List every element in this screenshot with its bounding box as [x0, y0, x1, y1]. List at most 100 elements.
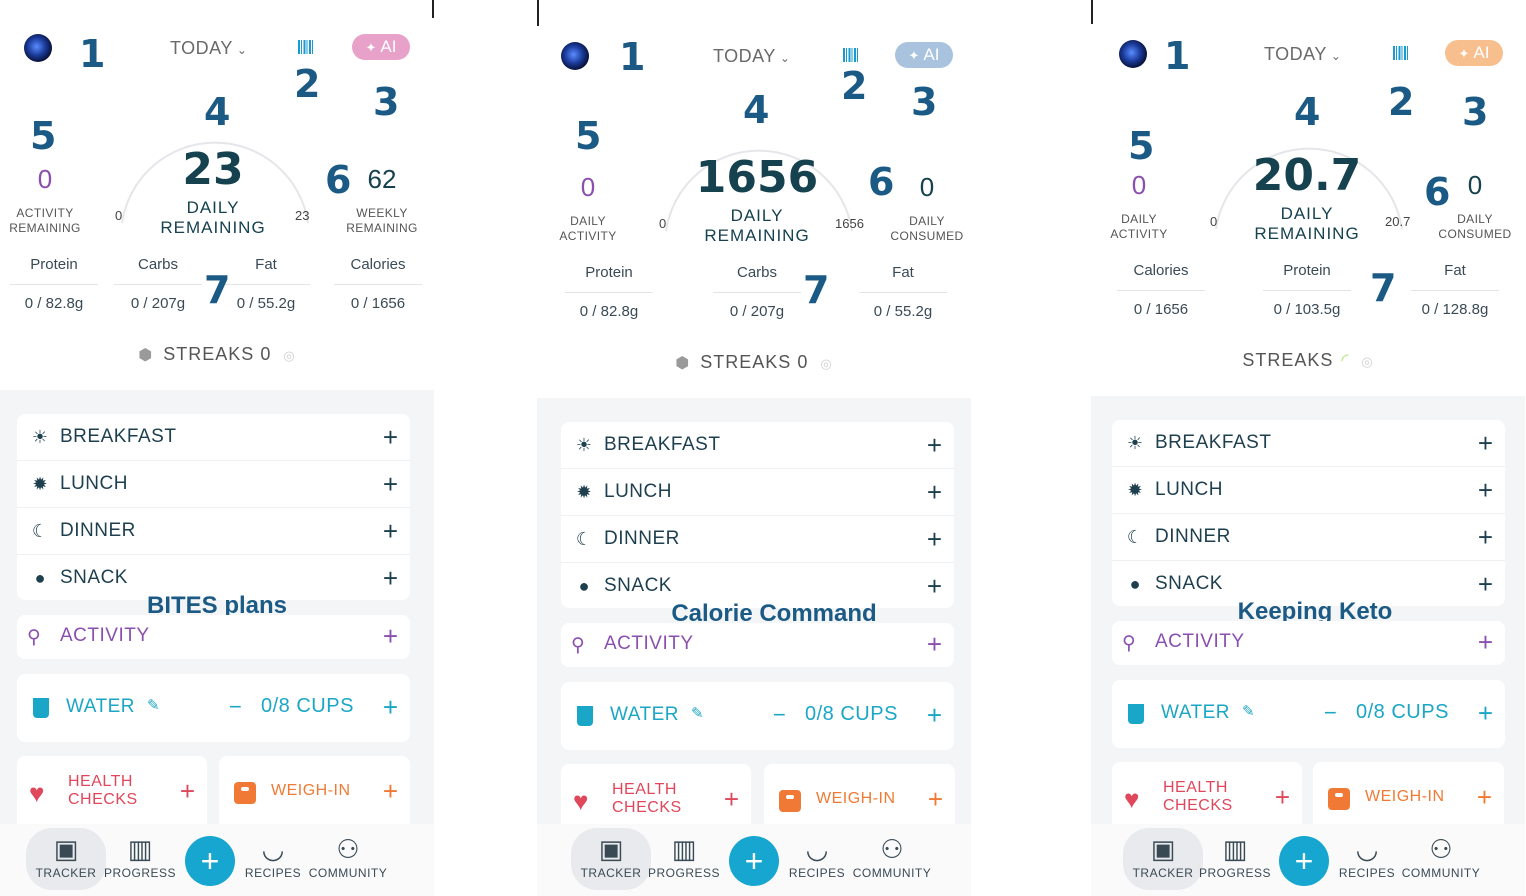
streaks-row[interactable]: STREAKS ◜ ◎	[1091, 350, 1525, 371]
nav-tracker[interactable]: ▣ TRACKER	[26, 828, 106, 890]
add-lunch-button[interactable]: +	[382, 469, 398, 499]
nav-community[interactable]: ⚇ COMMUNITY	[1401, 832, 1481, 880]
water-decrement-button[interactable]: −	[229, 694, 242, 719]
nav-tracker[interactable]: ▣ TRACKER	[571, 828, 651, 890]
date-selector[interactable]: TODAY ⌄	[1264, 44, 1341, 65]
bottom-nav: ▣ TRACKER ▥ PROGRESS + ◡ RECIPES ⚇ COMMUNITY	[1091, 824, 1525, 896]
add-breakfast-button[interactable]: +	[1477, 428, 1493, 458]
nav-recipes[interactable]: ◡ RECIPES	[1327, 832, 1407, 880]
add-health-check-button[interactable]: +	[723, 784, 739, 814]
barcode-scan-icon[interactable]	[843, 48, 859, 62]
nav-community[interactable]: ⚇ COMMUNITY	[308, 832, 388, 880]
eye-off-icon[interactable]: ◎	[820, 356, 833, 371]
ai-button[interactable]: ✦ AI	[352, 34, 410, 60]
add-dinner-button[interactable]: +	[382, 516, 398, 546]
macro-protein[interactable]: Protein 0 / 82.8g	[561, 264, 657, 320]
meal-lunch[interactable]: ✹ LUNCH +	[561, 469, 954, 516]
activity-row[interactable]: ⚲ ACTIVITY +	[561, 623, 954, 667]
apple-icon: ●	[578, 576, 590, 596]
nav-recipes[interactable]: ◡ RECIPES	[233, 832, 313, 880]
water-decrement-button[interactable]: −	[1324, 700, 1337, 725]
pencil-icon[interactable]: ✎	[691, 705, 704, 722]
nav-tracker[interactable]: ▣ TRACKER	[1123, 828, 1203, 890]
meal-lunch[interactable]: ✹ LUNCH +	[17, 461, 410, 508]
add-snack-button[interactable]: +	[382, 563, 398, 593]
meal-snack[interactable]: ● SNACK +	[17, 555, 410, 601]
barcode-scan-icon[interactable]	[1393, 46, 1409, 60]
add-activity-button[interactable]: +	[382, 621, 398, 651]
meal-label: BREAKFAST	[1155, 432, 1272, 453]
activity-row[interactable]: ⚲ ACTIVITY +	[17, 615, 410, 659]
water-increment-button[interactable]: +	[382, 692, 398, 722]
meal-dinner[interactable]: ☾ DINNER +	[1112, 514, 1505, 561]
add-lunch-button[interactable]: +	[1477, 475, 1493, 505]
meal-dinner[interactable]: ☾ DINNER +	[561, 516, 954, 563]
water-increment-button[interactable]: +	[926, 700, 942, 730]
meal-dinner[interactable]: ☾ DINNER +	[17, 508, 410, 555]
meal-snack[interactable]: ● SNACK +	[1112, 561, 1505, 607]
add-lunch-button[interactable]: +	[926, 477, 942, 507]
macro-fat[interactable]: Fat 0 / 55.2g	[855, 264, 951, 320]
health-checks-card[interactable]: ♥ HEALTH CHECKS +	[17, 756, 207, 836]
meal-breakfast[interactable]: ☀ BREAKFAST +	[17, 414, 410, 461]
nav-community[interactable]: ⚇ COMMUNITY	[852, 832, 932, 880]
eye-off-icon[interactable]: ◎	[1361, 354, 1374, 369]
macro-protein[interactable]: Protein 0 / 82.8g	[6, 256, 102, 312]
streaks-row[interactable]: ⬢ STREAKS 0 ◎	[537, 352, 971, 373]
macro-calories[interactable]: Calories 0 / 1656	[330, 256, 426, 312]
add-breakfast-button[interactable]: +	[926, 430, 942, 460]
meal-snack[interactable]: ● SNACK +	[561, 563, 954, 609]
date-selector[interactable]: TODAY ⌄	[713, 46, 790, 67]
add-weigh-in-button[interactable]: +	[382, 776, 398, 806]
add-weigh-in-button[interactable]: +	[927, 784, 943, 814]
add-fab-button[interactable]: +	[185, 836, 235, 886]
pencil-icon[interactable]: ✎	[1242, 703, 1255, 720]
add-fab-button[interactable]: +	[1279, 836, 1329, 886]
gauge-max: 1656	[835, 216, 864, 231]
barcode-scan-icon[interactable]	[298, 40, 314, 54]
add-health-check-button[interactable]: +	[179, 776, 195, 806]
meal-lunch[interactable]: ✹ LUNCH +	[1112, 467, 1505, 514]
add-health-check-button[interactable]: +	[1274, 782, 1290, 812]
water-decrement-button[interactable]: −	[773, 702, 786, 727]
macro-carbs[interactable]: Carbs 0 / 207g	[110, 256, 206, 312]
pencil-icon[interactable]: ✎	[147, 697, 160, 714]
add-dinner-button[interactable]: +	[926, 524, 942, 554]
avatar[interactable]	[1119, 40, 1147, 68]
ai-button[interactable]: ✦ AI	[895, 42, 953, 68]
ai-button[interactable]: ✦ AI	[1445, 40, 1503, 66]
add-snack-button[interactable]: +	[926, 571, 942, 601]
add-weigh-in-button[interactable]: +	[1476, 782, 1492, 812]
macro-calories[interactable]: Calories 0 / 1656	[1113, 262, 1209, 318]
left-stat-label-line: ACTIVITY	[16, 206, 74, 220]
water-increment-button[interactable]: +	[1477, 698, 1493, 728]
nav-progress[interactable]: ▥ PROGRESS	[644, 832, 724, 880]
macro-fat[interactable]: Fat 0 / 55.2g	[218, 256, 314, 312]
add-dinner-button[interactable]: +	[1477, 522, 1493, 552]
water-glass-icon	[1128, 704, 1144, 724]
add-breakfast-button[interactable]: +	[382, 422, 398, 452]
meal-breakfast[interactable]: ☀ BREAKFAST +	[561, 422, 954, 469]
macro-carbs[interactable]: Carbs 0 / 207g	[709, 264, 805, 320]
streaks-row[interactable]: ⬢ STREAKS 0 ◎	[0, 344, 434, 365]
avatar[interactable]	[561, 42, 589, 70]
nav-progress[interactable]: ▥ PROGRESS	[1195, 832, 1275, 880]
eye-off-icon[interactable]: ◎	[283, 348, 296, 363]
macro-protein[interactable]: Protein 0 / 103.5g	[1259, 262, 1355, 318]
date-selector[interactable]: TODAY ⌄	[170, 38, 247, 59]
avatar[interactable]	[24, 34, 52, 62]
meal-breakfast[interactable]: ☀ BREAKFAST +	[1112, 420, 1505, 467]
nav-recipes[interactable]: ◡ RECIPES	[777, 832, 857, 880]
health-checks-label: HEALTH CHECKS	[68, 773, 138, 809]
macro-fat[interactable]: Fat 0 / 128.8g	[1407, 262, 1503, 318]
weigh-in-card[interactable]: WEIGH-IN +	[219, 756, 410, 836]
meal-label: DINNER	[60, 520, 136, 541]
add-activity-button[interactable]: +	[1477, 627, 1493, 657]
meal-label: SNACK	[60, 567, 128, 588]
add-activity-button[interactable]: +	[926, 629, 942, 659]
add-fab-button[interactable]: +	[729, 836, 779, 886]
activity-row[interactable]: ⚲ ACTIVITY +	[1112, 621, 1505, 665]
add-snack-button[interactable]: +	[1477, 569, 1493, 599]
nav-progress[interactable]: ▥ PROGRESS	[100, 832, 180, 880]
callout-number: 7	[1370, 266, 1397, 310]
